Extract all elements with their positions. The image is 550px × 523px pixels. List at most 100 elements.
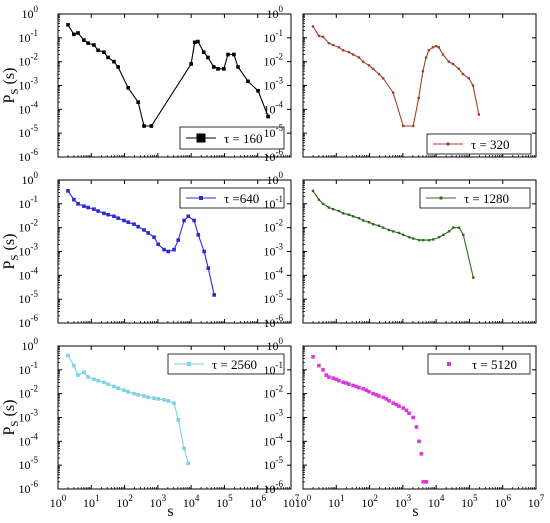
data-point: [347, 213, 351, 216]
data-point: [321, 202, 325, 206]
data-point: [126, 389, 130, 394]
data-point: [401, 233, 405, 237]
data-point: [441, 53, 445, 56]
data-point: [311, 189, 315, 193]
data-point: [391, 91, 395, 94]
data-point: [434, 44, 438, 48]
data-point: [417, 96, 420, 100]
data-point: [477, 113, 481, 116]
data-point: [182, 446, 186, 451]
data-point: [136, 392, 140, 397]
data-point: [226, 52, 230, 57]
y-tick-label: 10-2: [19, 218, 39, 235]
data-point: [102, 211, 106, 216]
y-tick-label: 10-5: [19, 289, 39, 306]
data-point: [381, 226, 385, 229]
y-tick-label: 10-2: [19, 52, 39, 69]
y-tick-label: 10-3: [19, 242, 39, 259]
data-point: [412, 124, 415, 128]
data-point: [132, 391, 136, 396]
data-point: [414, 425, 419, 429]
data-point: [404, 408, 409, 413]
y-axis-label: PS (s): [1, 400, 21, 436]
data-point: [331, 376, 335, 380]
data-point: [212, 65, 216, 69]
data-point: [192, 218, 196, 223]
y-tick-label: 10-3: [264, 242, 284, 259]
data-point: [367, 220, 371, 224]
data-point: [421, 69, 425, 73]
data-point: [331, 207, 335, 211]
data-point: [411, 415, 416, 420]
data-point: [331, 43, 335, 47]
legend-marker: [447, 362, 451, 366]
data-point: [206, 266, 211, 270]
data-point: [384, 397, 389, 401]
data-point: [142, 124, 146, 128]
series-line: [312, 26, 480, 127]
x-tick-label: 103: [150, 493, 167, 510]
data-point: [72, 363, 76, 368]
data-point: [116, 65, 120, 69]
data-point: [106, 382, 110, 386]
legend-box: [179, 187, 285, 209]
data-point: [424, 56, 428, 59]
data-point: [341, 212, 345, 215]
data-point: [341, 380, 345, 385]
data-point: [236, 65, 240, 69]
y-tick-label: 10-4: [19, 99, 39, 116]
data-point: [182, 218, 186, 223]
data-point: [417, 439, 421, 444]
y-tick-label: 100: [22, 4, 39, 21]
data-point: [126, 86, 130, 90]
chart-panel-3: 10-6 10-5 10-4 10-3 10-2 10-1 100 PS (s) τ =640: [1, 170, 292, 330]
data-point: [387, 399, 391, 403]
data-point: [112, 59, 116, 64]
data-point: [357, 56, 361, 59]
y-tick-label: 100: [267, 170, 284, 187]
x-tick-label: 105: [461, 493, 478, 510]
data-point: [166, 399, 171, 403]
data-point: [407, 411, 411, 416]
data-point: [337, 378, 341, 383]
data-point: [357, 385, 361, 390]
data-point: [427, 238, 431, 242]
data-point: [256, 88, 260, 93]
chart-panel-5: 100 101 102 103 104 105 106 10710-610-510-410-3…: [1, 336, 300, 520]
y-tick-label: 10-4: [264, 265, 284, 282]
data-point: [361, 60, 365, 63]
x-tick-label: 101: [83, 493, 100, 510]
legend-marker: [439, 196, 443, 200]
data-point: [106, 55, 110, 60]
data-point: [321, 35, 325, 39]
data-point: [324, 373, 329, 377]
x-tick-label: 105: [216, 493, 233, 510]
data-point: [334, 377, 339, 382]
data-point: [212, 293, 216, 297]
data-point: [122, 218, 126, 223]
data-point: [86, 375, 90, 379]
x-tick-label: 106: [494, 493, 511, 510]
data-point: [437, 235, 441, 239]
data-point: [451, 62, 455, 66]
data-point: [401, 406, 405, 410]
legend-box: [419, 187, 531, 209]
y-axis-label: PS (s): [1, 68, 21, 104]
data-point: [146, 231, 150, 235]
legend-label: τ =640: [224, 191, 259, 206]
data-point: [377, 224, 381, 227]
data-point: [186, 214, 191, 219]
data-point: [311, 355, 315, 359]
data-point: [102, 380, 106, 385]
legend-box: [167, 353, 285, 375]
data-point: [344, 381, 349, 385]
y-tick-label: 10-1: [19, 194, 39, 211]
y-tick-label: 10-3: [19, 76, 39, 93]
data-point: [66, 353, 70, 358]
data-point: [351, 383, 355, 388]
data-point: [432, 238, 435, 241]
y-tick-label: 10-2: [264, 384, 284, 401]
data-point: [202, 249, 206, 254]
data-point: [391, 401, 395, 405]
